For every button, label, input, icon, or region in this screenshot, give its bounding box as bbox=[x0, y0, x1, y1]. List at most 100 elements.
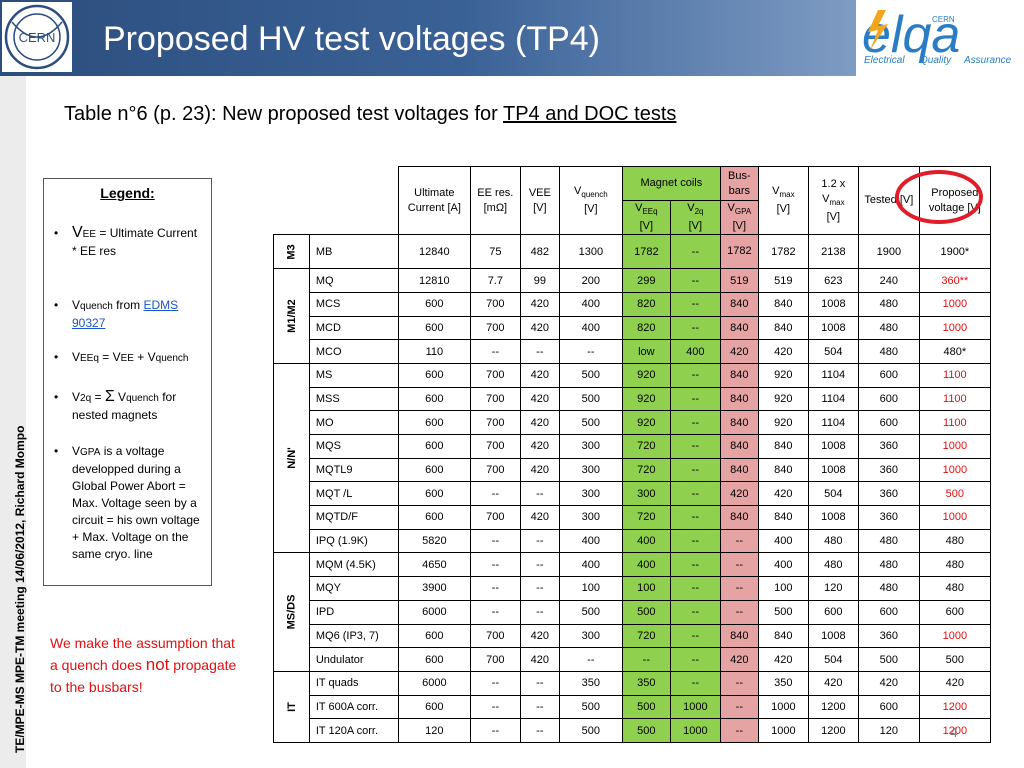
elqa-logo: elqa CERN Electrical Quality Assurance bbox=[856, 0, 1024, 76]
cell-name: MQTD/F bbox=[308, 505, 399, 530]
table-row: IPQ (1.9K) 5820 -- -- 400 400 -- -- 400 480 480 480 bbox=[274, 528, 991, 554]
cell-veeq: 920 bbox=[621, 410, 671, 435]
cell-vquench: 400 bbox=[558, 552, 623, 578]
cell-vgpa: -- bbox=[719, 694, 759, 720]
cell-v2q: -- bbox=[669, 434, 721, 459]
cell-ee-res: 700 bbox=[469, 410, 521, 435]
assumption-note: We make the assumption that a quench doe… bbox=[50, 632, 240, 698]
cell-vquench: -- bbox=[558, 339, 623, 364]
cell-ultimate: 600 bbox=[397, 623, 471, 649]
cell-ultimate: 600 bbox=[397, 315, 471, 341]
cell-1-2-vmax: 120 bbox=[807, 576, 859, 601]
cell-ultimate: 110 bbox=[397, 339, 471, 364]
text: + V bbox=[133, 350, 156, 364]
cell-v2q: -- bbox=[669, 457, 721, 483]
cell-name: MCD bbox=[308, 315, 399, 341]
cell-vquench: 500 bbox=[558, 410, 623, 435]
cell-proposed: 360** bbox=[918, 268, 991, 293]
table-row: MS/DS MQM (4.5K) 4650 -- -- 400 400 -- -- 400 480 4… bbox=[273, 552, 991, 672]
edms-link[interactable]: EDMS 90327 bbox=[72, 298, 179, 330]
note-emphasis: not bbox=[145, 655, 170, 674]
cell-v2q: -- bbox=[669, 528, 721, 554]
cell-veeq: 400 bbox=[621, 552, 671, 578]
cell-ultimate: 600 bbox=[397, 410, 471, 435]
cell-veeq: 300 bbox=[621, 481, 671, 507]
cell-proposed: 480 bbox=[918, 576, 991, 601]
cell-veeq: 350 bbox=[621, 670, 671, 696]
cell-vgpa: 840 bbox=[719, 291, 759, 317]
elqa-sub-quality: Quality bbox=[920, 55, 952, 66]
cell-veeq: 100 bbox=[621, 576, 671, 601]
cell-ultimate: 600 bbox=[397, 386, 471, 412]
cell-v2q: 1000 bbox=[669, 718, 721, 743]
cell-1-2-vmax: 1104 bbox=[807, 386, 859, 412]
cell-name: MS bbox=[308, 362, 399, 388]
cell-vgpa: 840 bbox=[719, 362, 759, 388]
group-label-text: M1/M2 bbox=[285, 299, 298, 333]
cell-tested: 360 bbox=[857, 481, 920, 507]
cell-vmax: 420 bbox=[757, 647, 809, 672]
cell-vee: 420 bbox=[519, 647, 560, 672]
cell-tested: 600 bbox=[857, 694, 920, 720]
cell-proposed: 1200 bbox=[918, 694, 991, 720]
cell-vgpa: 840 bbox=[719, 505, 759, 530]
sub: GPA bbox=[734, 207, 752, 217]
cell-vee: -- bbox=[519, 599, 560, 625]
cell-vgpa: 519 bbox=[719, 268, 759, 293]
cell-veeq: 720 bbox=[621, 457, 671, 483]
page-number: 4 bbox=[950, 724, 958, 740]
cell-vgpa: -- bbox=[719, 718, 759, 743]
table-row: MSS 600 700 420 500 920 -- 840 920 1104 600 1100 bbox=[274, 386, 991, 412]
cell-vmax: 500 bbox=[757, 599, 809, 625]
cell-vquench: 400 bbox=[558, 291, 623, 317]
cell-vquench: 100 bbox=[558, 576, 623, 601]
cell-vquench: 300 bbox=[558, 623, 623, 649]
bullet: • bbox=[54, 298, 59, 312]
cell-veeq: 500 bbox=[621, 718, 671, 743]
cell-tested: 500 bbox=[857, 647, 920, 672]
cell-vgpa: -- bbox=[719, 528, 759, 554]
cell-v2q: -- bbox=[669, 268, 721, 293]
cell-veeq: 400 bbox=[621, 528, 671, 554]
cell-ultimate: 4650 bbox=[397, 552, 471, 578]
cell-tested: 420 bbox=[857, 670, 920, 696]
cell-vmax: 840 bbox=[757, 315, 809, 341]
text: is a voltage developped during a Global … bbox=[72, 444, 200, 561]
cell-vmax: 350 bbox=[757, 670, 809, 696]
cell-tested: 600 bbox=[857, 599, 920, 625]
sigma-symbol: Σ bbox=[104, 388, 115, 405]
cell-vgpa: -- bbox=[719, 599, 759, 625]
cell-vquench: 500 bbox=[558, 694, 623, 720]
cell-vmax: 400 bbox=[757, 552, 809, 578]
cell-vee: -- bbox=[519, 576, 560, 601]
cell-1-2-vmax: 1008 bbox=[807, 291, 859, 317]
table-row: IPD 6000 -- -- 500 500 -- -- 500 600 600 600 bbox=[274, 599, 991, 625]
cell-name: MQS bbox=[308, 434, 399, 459]
group-label: N/N' bbox=[273, 362, 310, 554]
cell-vgpa: 840 bbox=[719, 410, 759, 435]
cell-name: MQ bbox=[308, 268, 399, 293]
cell-vmax: 920 bbox=[757, 410, 809, 435]
cell-vquench: 500 bbox=[558, 362, 623, 388]
elqa-logo-icon: elqa CERN bbox=[862, 6, 960, 64]
cell-v2q: 1000 bbox=[669, 694, 721, 720]
cell-vgpa: 420 bbox=[719, 481, 759, 507]
cell-vmax: 400 bbox=[757, 528, 809, 554]
cell-ultimate: 600 bbox=[397, 694, 471, 720]
cell-v2q: -- bbox=[669, 599, 721, 625]
cell-vee: 420 bbox=[519, 623, 560, 649]
cell-tested: 480 bbox=[857, 528, 920, 554]
cell-vmax: 420 bbox=[757, 481, 809, 507]
cell-proposed: 500 bbox=[918, 647, 991, 672]
header-blank bbox=[274, 167, 399, 235]
cell-v2q: -- bbox=[669, 362, 721, 388]
sub: max bbox=[829, 197, 845, 207]
cell-1-2-vmax: 480 bbox=[807, 528, 859, 554]
cell-ee-res: 700 bbox=[469, 315, 521, 341]
table-row: MCS 600 700 420 400 820 -- 840 840 1008 480 1000 bbox=[274, 291, 991, 317]
cell-ultimate: 600 bbox=[397, 481, 471, 507]
cell-vquench: -- bbox=[558, 647, 623, 672]
cell-proposed: 1000 bbox=[918, 623, 991, 649]
table-row: MQ6 (IP3, 7) 600 700 420 300 720 -- 840 840 1008 3… bbox=[274, 623, 991, 649]
table-row: IT 120A corr. 120 -- -- 500 500 1000 -- 1000 1200… bbox=[274, 718, 991, 743]
